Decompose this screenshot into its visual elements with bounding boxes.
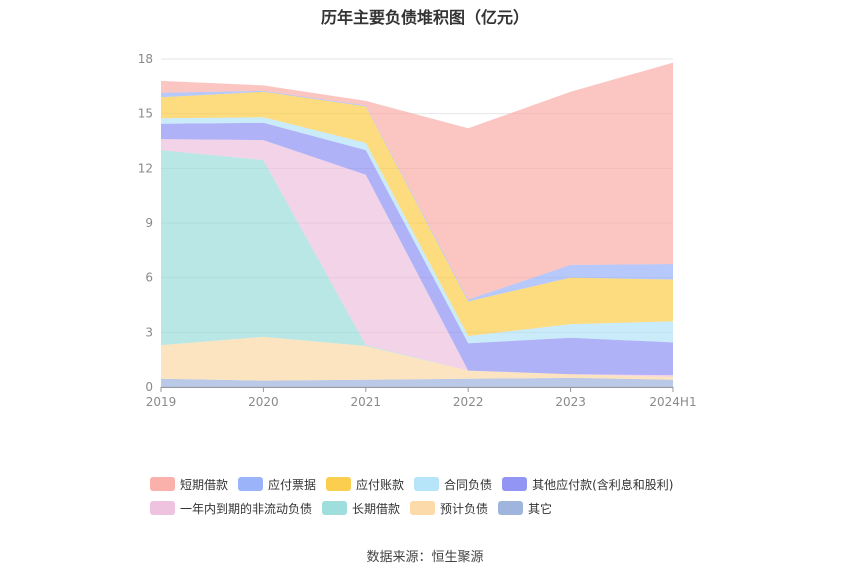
x-axis: 2019 2020 2021 2022 2023 2024H1 bbox=[146, 387, 697, 409]
legend-label: 应付票据 bbox=[268, 477, 317, 492]
x-tick-label: 2023 bbox=[555, 395, 586, 409]
legend-item[interactable]: 合同负债 bbox=[414, 476, 492, 493]
y-tick-label: 18 bbox=[138, 52, 153, 66]
legend-swatch bbox=[150, 501, 175, 515]
legend-swatch bbox=[498, 501, 524, 515]
stacked-area-chart: 2019 2020 2021 2022 2023 2024H1 0 3 6 9 12 15 18 bbox=[138, 52, 697, 409]
y-axis: 0 3 6 9 12 15 18 bbox=[138, 52, 153, 394]
area-4 bbox=[161, 122, 673, 376]
legend-label: 其他应付款(含利息和股利) bbox=[532, 477, 674, 492]
area-6 bbox=[161, 91, 673, 336]
y-tick-label: 12 bbox=[138, 161, 153, 175]
legend-item[interactable]: 应付票据 bbox=[238, 476, 316, 493]
area-8 bbox=[161, 62, 673, 300]
y-tick-label: 6 bbox=[145, 271, 153, 285]
y-tick-label: 9 bbox=[145, 216, 153, 230]
legend-swatch bbox=[414, 477, 440, 491]
legend-item[interactable]: 其它 bbox=[498, 500, 552, 517]
area-1 bbox=[161, 336, 673, 381]
area-2 bbox=[161, 150, 673, 377]
legend-item[interactable]: 应付账款 bbox=[326, 476, 404, 493]
legend-row: 一年内到期的非流动负债 长期借款 预计负债 其它 bbox=[150, 496, 710, 520]
area-3 bbox=[161, 139, 673, 377]
area-series bbox=[161, 62, 673, 387]
legend-label: 其它 bbox=[528, 501, 553, 516]
chart-title: 历年主要负债堆积图（亿元） bbox=[320, 8, 529, 27]
y-tick-label: 15 bbox=[138, 107, 153, 121]
x-tick-label: 2024H1 bbox=[649, 395, 696, 409]
x-tick-label: 2019 bbox=[146, 395, 177, 409]
legend-swatch bbox=[238, 477, 264, 491]
legend-item[interactable]: 预计负债 bbox=[410, 500, 488, 517]
legend-label: 应付账款 bbox=[356, 477, 405, 492]
x-tick-label: 2021 bbox=[351, 395, 382, 409]
legend-item[interactable]: 其他应付款(含利息和股利) bbox=[502, 476, 673, 493]
legend-swatch bbox=[502, 477, 528, 491]
legend-swatch bbox=[410, 501, 436, 515]
x-tick-label: 2020 bbox=[248, 395, 279, 409]
legend-row: 短期借款 应付票据 应付账款 合同负债 其他应付款(含利息和股利) bbox=[150, 472, 710, 496]
legend-item[interactable]: 短期借款 bbox=[150, 476, 228, 493]
legend-swatch bbox=[326, 477, 352, 491]
data-source: 数据来源：恒生聚源 bbox=[366, 550, 484, 565]
legend-label: 长期借款 bbox=[352, 501, 401, 516]
y-tick-label: 3 bbox=[145, 325, 153, 339]
y-tick-label: 0 bbox=[145, 380, 153, 394]
legend-label: 合同负债 bbox=[444, 477, 493, 492]
legend-label: 预计负债 bbox=[440, 501, 489, 516]
area-0 bbox=[161, 377, 673, 387]
legend-label: 短期借款 bbox=[180, 477, 229, 492]
legend-item[interactable]: 长期借款 bbox=[322, 500, 400, 517]
legend-swatch bbox=[322, 501, 348, 515]
legend: 短期借款 应付票据 应付账款 合同负债 其他应付款(含利息和股利) 一年内到期的非流动负债… bbox=[150, 472, 710, 520]
x-tick-label: 2022 bbox=[453, 395, 484, 409]
legend-swatch bbox=[150, 477, 175, 491]
legend-item[interactable]: 一年内到期的非流动负债 bbox=[150, 500, 312, 517]
legend-label: 一年内到期的非流动负债 bbox=[180, 501, 313, 516]
